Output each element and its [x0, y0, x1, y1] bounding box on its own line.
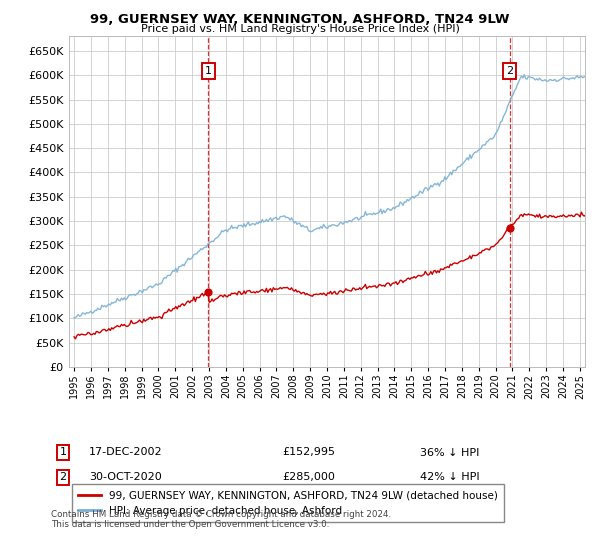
Text: 2: 2	[59, 472, 67, 482]
Text: £152,995: £152,995	[282, 447, 335, 458]
Text: 1: 1	[59, 447, 67, 458]
Text: 99, GUERNSEY WAY, KENNINGTON, ASHFORD, TN24 9LW: 99, GUERNSEY WAY, KENNINGTON, ASHFORD, T…	[90, 13, 510, 26]
Text: 1: 1	[205, 66, 212, 76]
Text: £285,000: £285,000	[282, 472, 335, 482]
Text: 2: 2	[506, 66, 513, 76]
Text: 42% ↓ HPI: 42% ↓ HPI	[420, 472, 479, 482]
Point	[505, 224, 514, 233]
Point	[203, 288, 213, 297]
Text: 36% ↓ HPI: 36% ↓ HPI	[420, 447, 479, 458]
Legend: 99, GUERNSEY WAY, KENNINGTON, ASHFORD, TN24 9LW (detached house), HPI: Average p: 99, GUERNSEY WAY, KENNINGTON, ASHFORD, T…	[71, 484, 504, 522]
Text: 17-DEC-2002: 17-DEC-2002	[89, 447, 163, 458]
Text: Contains HM Land Registry data © Crown copyright and database right 2024.
This d: Contains HM Land Registry data © Crown c…	[51, 510, 391, 529]
Text: Price paid vs. HM Land Registry's House Price Index (HPI): Price paid vs. HM Land Registry's House …	[140, 24, 460, 34]
Text: 30-OCT-2020: 30-OCT-2020	[89, 472, 161, 482]
